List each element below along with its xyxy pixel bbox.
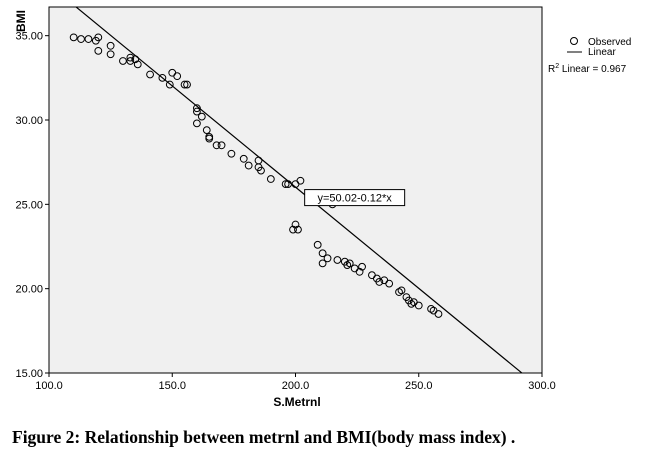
y-tick-label: 35.00 bbox=[15, 31, 43, 43]
data-point bbox=[281, 180, 290, 188]
figure-caption: Figure 2: Relationship between metrnl an… bbox=[12, 427, 516, 447]
data-point bbox=[296, 176, 305, 185]
data-point bbox=[284, 180, 293, 188]
data-point bbox=[313, 240, 322, 249]
data-point bbox=[173, 72, 182, 81]
data-point bbox=[193, 107, 201, 116]
data-point bbox=[133, 60, 142, 69]
data-point bbox=[239, 154, 248, 163]
data-point bbox=[165, 80, 174, 89]
data-point bbox=[375, 278, 384, 286]
data-point bbox=[193, 119, 201, 128]
data-point bbox=[397, 286, 406, 295]
legend: Observed Linear R2 Linear = 0.967 bbox=[548, 37, 631, 75]
x-axis-label: S.Metrnl bbox=[273, 395, 320, 409]
data-point bbox=[294, 225, 302, 234]
data-point bbox=[395, 288, 403, 296]
data-point bbox=[355, 267, 364, 276]
x-tick-label: 100.0 bbox=[35, 380, 63, 392]
data-point bbox=[318, 259, 327, 268]
data-point bbox=[318, 249, 327, 258]
legend-linear-label: Linear bbox=[588, 47, 616, 58]
data-point bbox=[289, 225, 297, 234]
data-point bbox=[106, 41, 115, 50]
data-point bbox=[333, 256, 342, 264]
legend-r2-text: R2 Linear = 0.967 bbox=[548, 63, 627, 75]
data-point bbox=[146, 70, 154, 79]
data-point bbox=[266, 175, 275, 183]
x-tick-label: 150.0 bbox=[158, 380, 186, 392]
data-point bbox=[434, 310, 443, 318]
data-point bbox=[217, 141, 226, 150]
y-axis-label: BMI bbox=[14, 10, 28, 32]
fit-equation-box bbox=[304, 189, 406, 207]
data-point bbox=[407, 299, 416, 308]
data-point bbox=[77, 35, 85, 43]
fit-equation-label: y=50.02-0.12*x bbox=[318, 193, 393, 205]
data-point bbox=[84, 35, 93, 43]
data-point bbox=[193, 104, 201, 113]
data-point bbox=[158, 73, 167, 82]
data-point bbox=[131, 55, 140, 64]
data-point bbox=[257, 166, 265, 175]
data-point bbox=[212, 141, 221, 150]
data-point bbox=[323, 254, 332, 263]
axes: 100.0 150.0 200.0 250.0 300.0 15.00 20.00 25.00… bbox=[15, 31, 555, 392]
data-point bbox=[414, 301, 423, 310]
data-point bbox=[94, 46, 103, 55]
data-point bbox=[345, 259, 354, 268]
data-point bbox=[94, 33, 103, 42]
x-tick-label: 200.0 bbox=[282, 380, 310, 392]
plot-area bbox=[48, 6, 543, 374]
data-point bbox=[126, 57, 135, 65]
data-point bbox=[69, 33, 78, 42]
data-point bbox=[343, 261, 352, 269]
x-tick-label: 250.0 bbox=[405, 380, 433, 392]
data-point bbox=[227, 149, 236, 158]
data-point bbox=[205, 134, 214, 143]
legend-observed-marker bbox=[570, 37, 578, 45]
y-tick-label: 30.00 bbox=[15, 115, 43, 127]
data-point bbox=[291, 220, 300, 229]
data-point bbox=[180, 80, 189, 89]
data-point bbox=[358, 262, 366, 271]
data-point bbox=[183, 80, 191, 89]
data-point bbox=[126, 53, 135, 62]
y-tick-label: 20.00 bbox=[15, 284, 43, 296]
data-point bbox=[244, 161, 253, 170]
data-point bbox=[202, 126, 211, 135]
legend-observed-label: Observed bbox=[588, 37, 631, 48]
data-point bbox=[427, 305, 435, 313]
data-point bbox=[119, 57, 127, 65]
data-point bbox=[106, 50, 115, 59]
x-tick-label: 300.0 bbox=[528, 380, 556, 392]
data-point bbox=[385, 279, 394, 288]
y-tick-label: 25.00 bbox=[15, 199, 43, 211]
scatter-chart: y=50.02-0.12*x 100.0 150.0 200.0 250.0 300.0… bbox=[14, 6, 631, 409]
data-point bbox=[197, 112, 206, 121]
y-tick-label: 15.00 bbox=[15, 368, 43, 380]
data-marks: y=50.02-0.12*x bbox=[69, 7, 523, 373]
